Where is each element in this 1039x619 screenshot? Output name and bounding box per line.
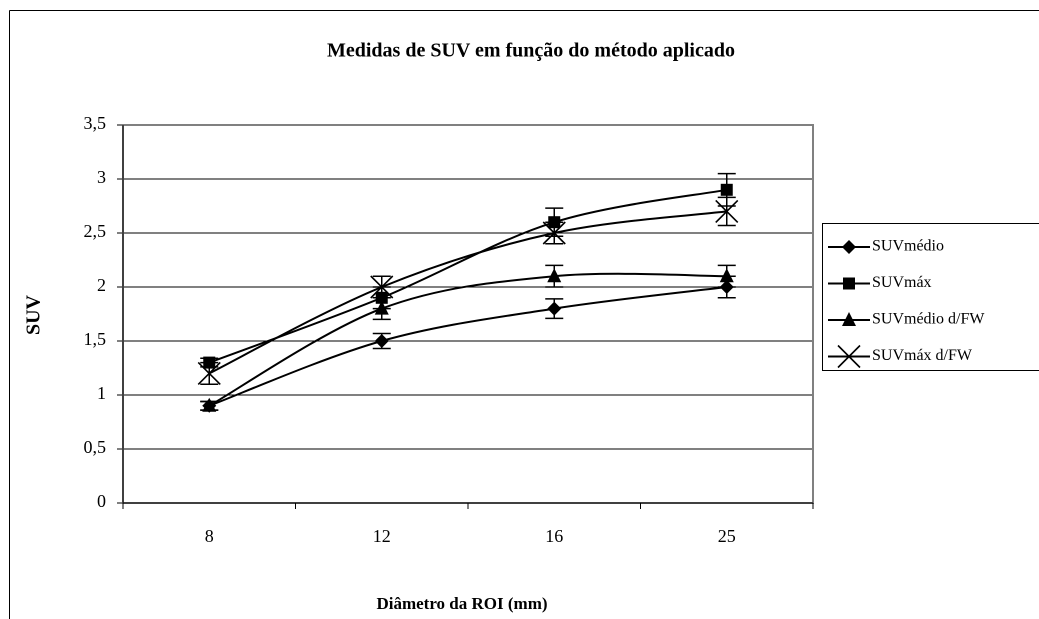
marker	[374, 334, 389, 348]
marker	[370, 275, 394, 299]
legend-marker	[842, 312, 856, 326]
y-tick-label: 2,5	[84, 221, 107, 241]
x-axis-label: Diâmetro da ROI (mm)	[376, 594, 547, 613]
chart-title: Medidas de SUV em função do método aplic…	[327, 40, 735, 62]
legend-marker	[843, 277, 855, 290]
plot-border	[122, 124, 814, 504]
series-line	[208, 188, 727, 364]
series-line	[208, 286, 727, 407]
x-tick-label: 12	[373, 526, 391, 546]
legend-label: SUVmédio d/FW	[872, 311, 985, 328]
marker	[719, 268, 734, 283]
y-tick-label: 2	[97, 275, 106, 295]
marker	[202, 397, 217, 412]
y-tick-label: 3	[97, 167, 106, 187]
legend-marker	[837, 344, 861, 369]
marker	[547, 301, 562, 316]
y-tick-label: 0,5	[84, 437, 107, 457]
marker	[542, 221, 566, 245]
legend-label: SUVmáx d/FW	[872, 347, 973, 364]
marker	[720, 183, 733, 196]
legend-label: SUVmédio	[872, 238, 944, 255]
marker	[374, 300, 389, 315]
marker	[197, 361, 221, 385]
legend-label: SUVmáx	[872, 274, 932, 291]
x-tick-label: 16	[545, 526, 563, 546]
y-axis-label: SUV	[23, 294, 45, 335]
y-tick-label: 3,5	[84, 113, 107, 133]
marker	[715, 199, 739, 223]
y-tick-label: 0	[97, 491, 106, 511]
series-line	[208, 210, 727, 375]
y-tick-label: 1	[97, 383, 106, 403]
legend-marker	[842, 240, 856, 254]
y-tick-label: 1,5	[84, 329, 107, 349]
x-tick-label: 8	[205, 526, 214, 546]
marker	[547, 268, 562, 283]
series-line	[208, 272, 727, 407]
x-tick-label: 25	[718, 526, 736, 546]
